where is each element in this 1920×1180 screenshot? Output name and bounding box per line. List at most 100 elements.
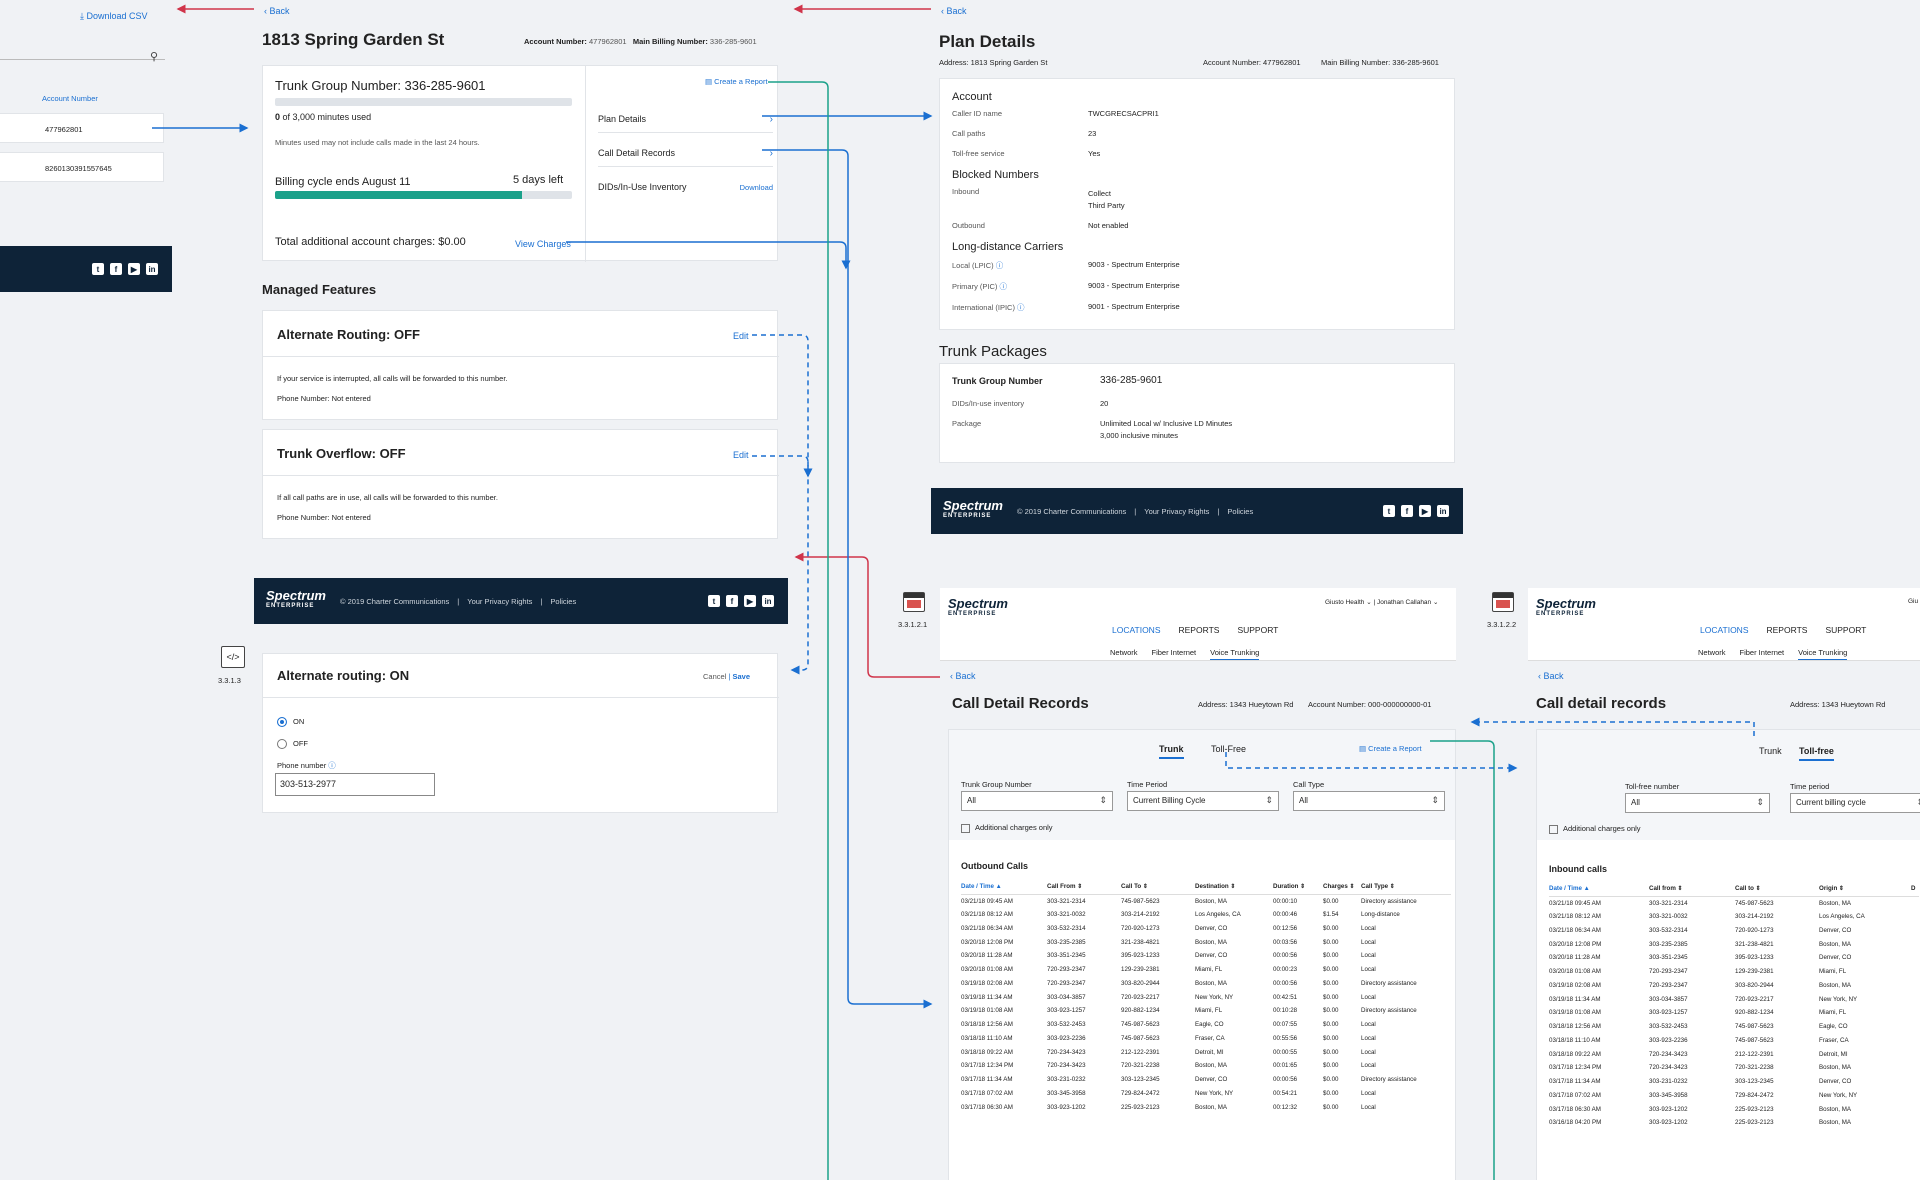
column-header[interactable]: Call from ⇕: [1649, 882, 1735, 897]
table-row[interactable]: 03/19/18 02:08 AM 720-293-2347 303-820-294…: [961, 977, 1451, 991]
linkedin-icon[interactable]: in: [1437, 505, 1449, 517]
column-header[interactable]: Duration ⇕: [1273, 880, 1323, 895]
alt-routing-edit-button[interactable]: Edit: [733, 331, 749, 341]
table-row[interactable]: 03/17/18 12:34 PM 720-234-3423 720-321-223…: [961, 1059, 1451, 1073]
facebook-icon[interactable]: f: [1401, 505, 1413, 517]
privacy-link[interactable]: Your Privacy Rights: [467, 596, 533, 606]
twitter-icon[interactable]: t: [708, 595, 720, 607]
facebook-icon[interactable]: f: [110, 263, 122, 275]
table-row[interactable]: 03/19/18 02:08 AM 720-293-2347 303-820-294…: [1549, 979, 1919, 993]
filter-period-select[interactable]: Current billing cycle: [1790, 793, 1920, 813]
table-row[interactable]: 03/21/18 08:12 AM 303-321-0032 303-214-219…: [961, 908, 1451, 922]
table-row[interactable]: 03/19/18 01:08 AM 303-923-1257 920-882-123…: [1549, 1006, 1919, 1020]
table-row[interactable]: 03/20/18 11:28 AM 303-351-2345 395-923-123…: [1549, 951, 1919, 965]
radio-on[interactable]: ON: [277, 717, 304, 728]
create-report-link[interactable]: ▤ Create a Report: [705, 77, 768, 86]
tab-tollfree[interactable]: Toll-Free: [1211, 744, 1247, 754]
youtube-icon[interactable]: ▶: [128, 263, 140, 275]
column-header[interactable]: Date / Time ▲: [961, 880, 1047, 895]
subnav-fiber[interactable]: Fiber Internet: [1739, 648, 1785, 657]
checkbox-box[interactable]: [1549, 824, 1558, 834]
column-header[interactable]: Date / Time ▲: [1549, 882, 1649, 897]
additional-only-checkbox[interactable]: Additional charges only: [961, 823, 1053, 833]
table-row[interactable]: 03/17/18 07:02 AM 303-345-3958 729-824-247…: [961, 1087, 1451, 1101]
column-header[interactable]: Destination ⇕: [1195, 880, 1273, 895]
nav-reports[interactable]: REPORTS: [1766, 625, 1808, 635]
download-csv-link[interactable]: ⤓ Download CSV: [80, 11, 148, 21]
help-icon[interactable]: ⓘ: [328, 761, 336, 770]
back-link[interactable]: ‹ Back: [264, 6, 290, 16]
linkedin-icon[interactable]: in: [762, 595, 774, 607]
overflow-edit-button[interactable]: Edit: [733, 450, 749, 460]
plan-details-link[interactable]: Plan Details ›: [598, 114, 773, 133]
table-row[interactable]: 03/17/18 11:34 AM 303-231-0232 303-123-234…: [1549, 1075, 1919, 1089]
table-row[interactable]: 03/20/18 01:08 AM 720-293-2347 129-239-238…: [961, 963, 1451, 977]
search-icon[interactable]: ⚲: [150, 51, 159, 63]
back-link[interactable]: ‹ Back: [941, 6, 967, 16]
twitter-icon[interactable]: t: [92, 263, 104, 275]
tab-trunk[interactable]: Trunk: [1159, 744, 1184, 759]
table-row[interactable]: 03/18/18 11:10 AM 303-923-2236 745-987-562…: [961, 1032, 1451, 1046]
table-row[interactable]: 03/20/18 12:08 PM 303-235-2385 321-238-482…: [1549, 937, 1919, 951]
table-row[interactable]: 03/18/18 12:56 AM 303-532-2453 745-987-562…: [1549, 1020, 1919, 1034]
table-row[interactable]: 03/17/18 06:30 AM 303-923-1202 225-923-212…: [1549, 1102, 1919, 1116]
table-row[interactable]: 03/16/18 04:20 PM 303-923-1202 225-923-212…: [1549, 1116, 1919, 1130]
column-header[interactable]: D: [1911, 882, 1919, 897]
subnav-fiber[interactable]: Fiber Internet: [1151, 648, 1197, 657]
table-row[interactable]: 03/20/18 11:28 AM 303-351-2345 395-923-123…: [961, 949, 1451, 963]
cancel-button[interactable]: Cancel: [703, 672, 727, 681]
subnav-network[interactable]: Network: [1110, 648, 1138, 657]
back-link[interactable]: ‹ Back: [950, 671, 976, 681]
account-menu[interactable]: Giusto Health ⌄ | Jonathan Callahan ⌄: [1325, 599, 1439, 606]
table-row[interactable]: 03/17/18 11:34 AM 303-231-0232 303-123-234…: [961, 1073, 1451, 1087]
column-header[interactable]: Origin ⇕: [1819, 882, 1911, 897]
column-header[interactable]: Call To ⇕: [1121, 880, 1195, 895]
policies-link[interactable]: Policies: [550, 596, 577, 606]
save-button[interactable]: Save: [732, 672, 751, 681]
linkedin-icon[interactable]: in: [146, 263, 158, 275]
account-number-header[interactable]: Account Number: [42, 94, 98, 103]
download-link[interactable]: Download: [739, 183, 773, 192]
twitter-icon[interactable]: t: [1383, 505, 1395, 517]
radio-on-control[interactable]: [277, 717, 287, 728]
create-report-link[interactable]: ▤ Create a Report: [1359, 744, 1422, 753]
privacy-link[interactable]: Your Privacy Rights: [1144, 506, 1210, 516]
cdr-link[interactable]: Call Detail Records ›: [598, 148, 773, 167]
account-menu[interactable]: Giu: [1908, 598, 1918, 605]
youtube-icon[interactable]: ▶: [744, 595, 756, 607]
table-row[interactable]: 03/18/18 09:22 AM 720-234-3423 212-122-239…: [961, 1045, 1451, 1059]
table-row[interactable]: 03/21/18 06:34 AM 303-532-2314 720-920-127…: [961, 922, 1451, 936]
table-row[interactable]: 03/21/18 06:34 AM 303-532-2314 720-920-127…: [1549, 924, 1919, 938]
tab-trunk[interactable]: Trunk: [1759, 746, 1782, 756]
table-row[interactable]: 03/18/18 11:10 AM 303-923-2236 745-987-562…: [1549, 1034, 1919, 1048]
table-row[interactable]: 03/18/18 09:22 AM 720-234-3423 212-122-239…: [1549, 1047, 1919, 1061]
column-header[interactable]: Call Type ⇕: [1361, 880, 1451, 895]
filter-calltype-select[interactable]: All: [1293, 791, 1445, 811]
facebook-icon[interactable]: f: [726, 595, 738, 607]
filter-trunk-select[interactable]: All: [961, 791, 1113, 811]
table-row[interactable]: 03/21/18 09:45 AM 303-321-2314 745-987-562…: [961, 894, 1451, 908]
account-row-1[interactable]: 477962801: [0, 113, 164, 143]
radio-off-control[interactable]: [277, 739, 287, 750]
tab-tollfree[interactable]: Toll-free: [1799, 746, 1834, 761]
table-row[interactable]: 03/21/18 08:12 AM 303-321-0032 303-214-219…: [1549, 910, 1919, 924]
phone-input[interactable]: 303-513-2977: [275, 773, 435, 796]
column-header[interactable]: Call From ⇕: [1047, 880, 1121, 895]
nav-locations[interactable]: LOCATIONS: [1112, 625, 1161, 635]
help-icon[interactable]: ⓘ: [1017, 303, 1025, 312]
radio-off[interactable]: OFF: [277, 739, 308, 750]
column-header[interactable]: Call to ⇕: [1735, 882, 1819, 897]
table-row[interactable]: 03/20/18 12:08 PM 303-235-2385 321-238-482…: [961, 935, 1451, 949]
nav-reports[interactable]: REPORTS: [1178, 625, 1220, 635]
policies-link[interactable]: Policies: [1227, 506, 1254, 516]
table-row[interactable]: 03/20/18 01:08 AM 720-293-2347 129-239-238…: [1549, 965, 1919, 979]
youtube-icon[interactable]: ▶: [1419, 505, 1431, 517]
nav-support[interactable]: SUPPORT: [1825, 625, 1867, 635]
nav-support[interactable]: SUPPORT: [1237, 625, 1279, 635]
search-bar[interactable]: [0, 46, 165, 60]
back-link[interactable]: ‹ Back: [1538, 671, 1564, 681]
nav-locations[interactable]: LOCATIONS: [1700, 625, 1749, 635]
help-icon[interactable]: ⓘ: [999, 282, 1008, 291]
table-row[interactable]: 03/21/18 09:45 AM 303-321-2314 745-987-562…: [1549, 896, 1919, 910]
account-row-2[interactable]: 8260130391557645: [0, 152, 164, 182]
